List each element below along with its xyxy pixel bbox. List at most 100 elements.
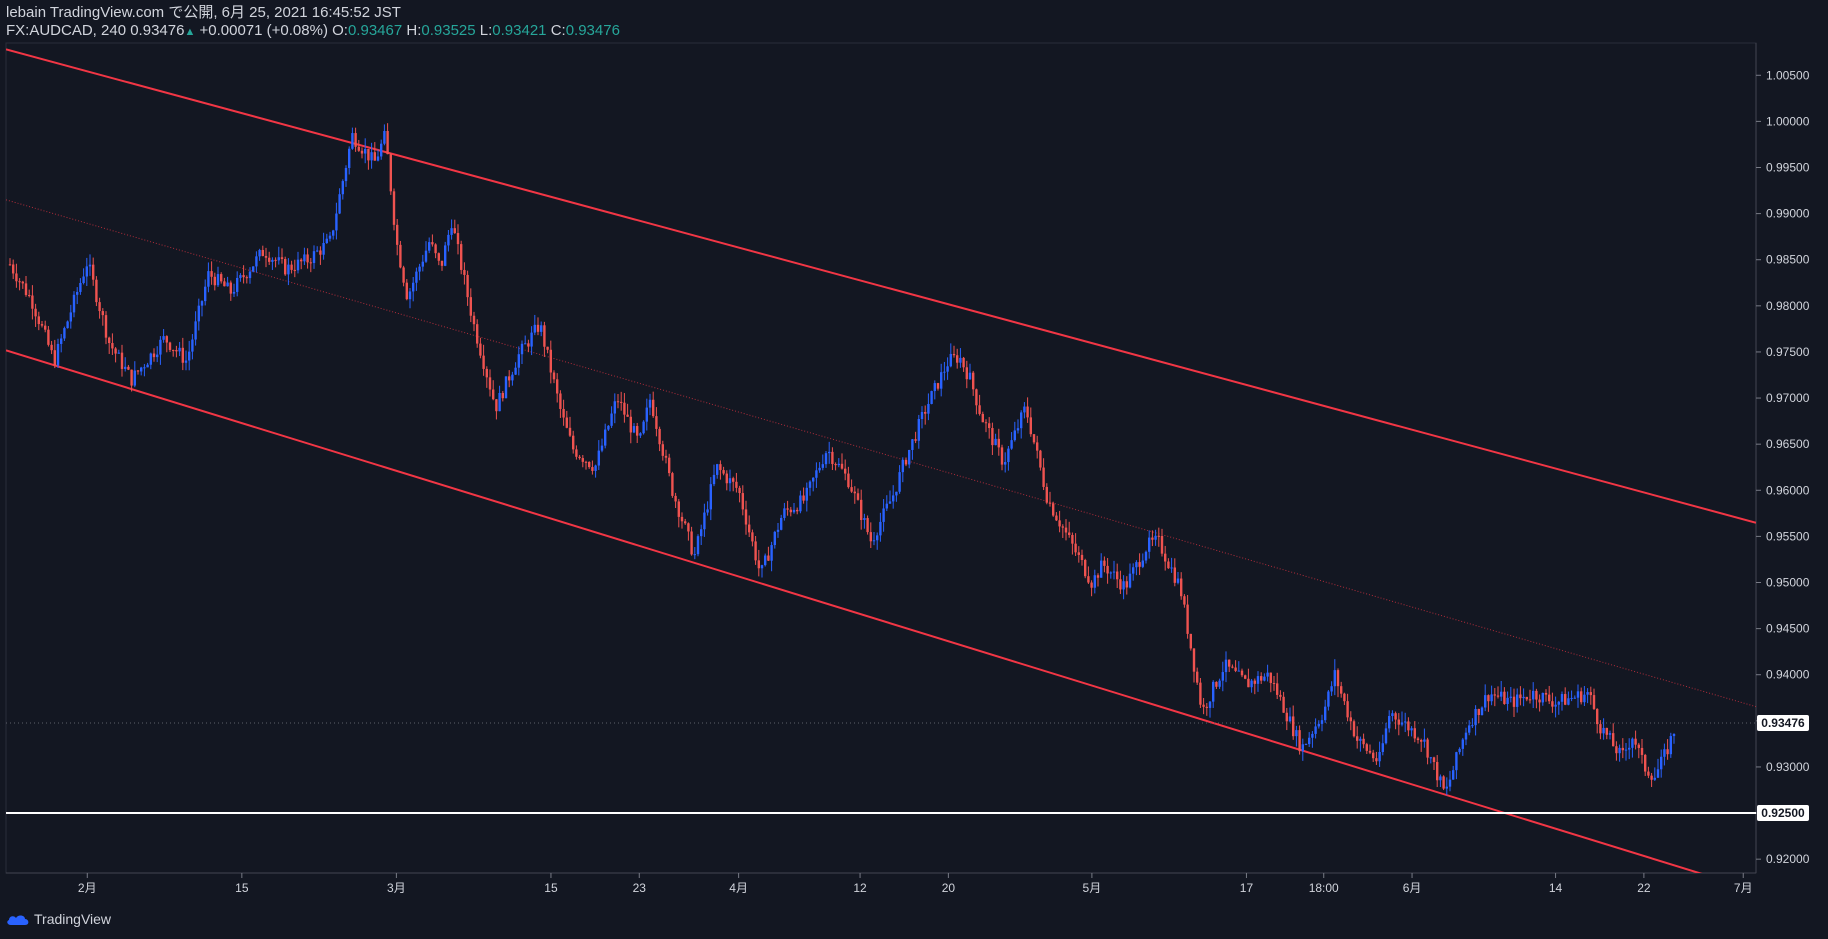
candle-body <box>517 354 520 368</box>
candle-body <box>732 478 735 482</box>
candle-body <box>1157 535 1160 537</box>
channel-upper-line <box>6 48 1756 524</box>
candle-body <box>319 250 322 255</box>
candle-body <box>1496 695 1500 697</box>
candle-body <box>268 257 271 262</box>
candle-body <box>488 377 492 390</box>
candle-body <box>895 491 898 496</box>
candle-body <box>8 264 12 266</box>
candle-body <box>1061 526 1064 528</box>
candle-body <box>834 464 837 466</box>
candle-body <box>1384 728 1388 744</box>
candle-body <box>1269 672 1272 683</box>
candle-body <box>796 509 799 512</box>
candle-body <box>188 351 191 361</box>
candle-body <box>1253 680 1256 684</box>
candle-body <box>1669 736 1672 755</box>
candle-body <box>527 343 530 347</box>
candle-body <box>1112 571 1116 573</box>
price-tick-label: 0.97500 <box>1766 345 1810 359</box>
candle-body <box>21 281 24 284</box>
candle-body <box>997 438 1000 448</box>
candle-body <box>1116 571 1119 580</box>
candle-body <box>1660 756 1663 770</box>
candle-body <box>85 266 88 277</box>
candle-body <box>1544 692 1548 695</box>
candle-body <box>303 254 306 262</box>
candle-body <box>1458 748 1461 753</box>
candle-body <box>1084 559 1087 577</box>
candle-body <box>498 392 501 412</box>
candle-body <box>1308 737 1311 745</box>
candle-body <box>1247 678 1250 688</box>
candle-body <box>1234 667 1237 671</box>
candle-body <box>776 529 780 532</box>
candle-body <box>568 427 572 436</box>
candle-body <box>1420 740 1423 742</box>
candle-body <box>501 392 504 399</box>
candle-body <box>792 509 796 513</box>
candle-body <box>1100 560 1103 578</box>
open-label: O: <box>332 22 348 39</box>
candle-body <box>1535 690 1538 700</box>
candle-body <box>856 493 860 500</box>
candle-body <box>524 343 527 345</box>
close-value: 0.93476 <box>565 22 620 39</box>
candle-body <box>754 541 757 561</box>
candle-body <box>479 343 482 356</box>
channel-median-line <box>6 199 1756 708</box>
candle-body <box>620 401 623 403</box>
candle-body <box>1301 744 1304 752</box>
candle-body <box>815 470 818 478</box>
candle-body <box>892 495 895 502</box>
price-tick-label: 0.95500 <box>1766 529 1810 543</box>
candle-body <box>1212 681 1215 702</box>
candle-body <box>562 408 565 418</box>
candle-body <box>1580 691 1583 703</box>
candle-body <box>693 554 696 556</box>
candle-body <box>130 369 133 386</box>
candle-body <box>780 517 783 530</box>
candle-body <box>450 228 453 235</box>
candle-body <box>79 282 82 292</box>
candle-body <box>1471 725 1474 727</box>
candle-body <box>399 244 402 268</box>
candle-body <box>1311 733 1314 738</box>
candle-body <box>1394 713 1397 720</box>
candle-body <box>1208 701 1212 708</box>
candle-body <box>789 509 792 513</box>
candle-body <box>869 532 872 542</box>
candle-body <box>252 266 255 272</box>
candle-body <box>1615 746 1618 754</box>
candle-body <box>808 481 812 488</box>
candle-body <box>1349 717 1352 722</box>
candle-body <box>1295 730 1298 737</box>
candle-body <box>184 360 188 363</box>
last-price: 0.93476 <box>130 22 185 39</box>
candle-body <box>309 262 312 264</box>
candle-body <box>1512 696 1516 707</box>
candle-body <box>901 459 904 473</box>
candle-body <box>1292 716 1295 737</box>
candle-body <box>799 495 802 512</box>
candle-body <box>716 464 719 475</box>
time-tick-label: 18:00 <box>1309 881 1339 895</box>
candle-body <box>280 257 284 260</box>
candle-body <box>1410 728 1413 731</box>
candle-body <box>1026 406 1029 418</box>
candle-body <box>725 473 728 484</box>
candle-body <box>472 315 476 325</box>
candle-body <box>748 524 751 533</box>
publish-info: lebain TradingView.com で公開, 6月 25, 2021 … <box>6 4 401 21</box>
candle-body <box>604 429 607 446</box>
candle-body <box>885 503 888 509</box>
candle-body <box>783 508 786 518</box>
candle-body <box>837 463 840 466</box>
candle-body <box>466 274 469 298</box>
candle-body <box>812 477 815 482</box>
candle-body <box>879 521 882 536</box>
candle-body <box>1362 738 1365 745</box>
candle-body <box>1573 697 1576 699</box>
candle-body <box>1052 503 1055 516</box>
